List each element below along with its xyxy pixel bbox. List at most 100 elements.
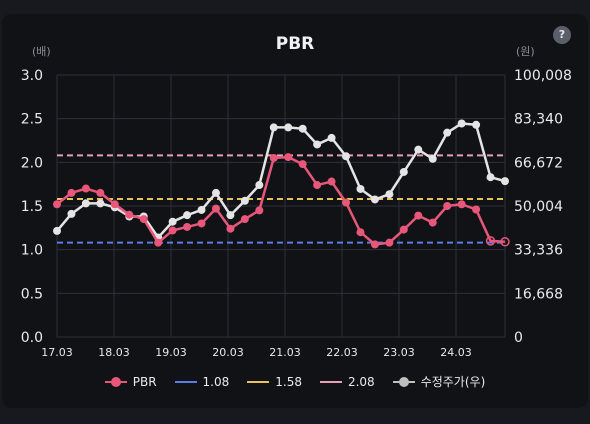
pbr-point (313, 181, 322, 190)
y-right-tick-label: 50,004 (514, 199, 563, 215)
price-point (197, 205, 206, 214)
legend-label-ref-high: 2.08 (347, 374, 375, 389)
pbr-point (385, 238, 394, 247)
pbr-point (327, 177, 336, 186)
pbr-point (428, 218, 437, 227)
pbr-point (255, 206, 264, 215)
price-point (370, 195, 379, 204)
y-left-tick-label: 1.5 (21, 199, 43, 215)
pbr-point (399, 225, 408, 234)
price-point (457, 119, 466, 128)
y-right-tick-label: 66,672 (514, 155, 563, 171)
price-point (501, 177, 509, 186)
price-point (240, 196, 249, 205)
pbr-point (226, 224, 235, 233)
price-point (486, 173, 495, 182)
price-point (53, 226, 61, 235)
legend-ref-high-line-icon (319, 377, 342, 387)
pbr-point (443, 202, 452, 210)
price-point (385, 190, 394, 199)
y-right-tick-label: 100,008 (514, 68, 572, 84)
price-point (284, 123, 293, 132)
pbr-point (110, 200, 119, 209)
price-point (298, 124, 307, 133)
legend-item-ref-mid[interactable]: 1.58 (247, 373, 302, 390)
legend-label-pbr: PBR (132, 374, 157, 389)
pbr-point (53, 200, 61, 209)
help-icon[interactable]: ? (553, 26, 571, 44)
legend-item-ref-high[interactable]: 2.08 (319, 373, 375, 390)
price-point (327, 133, 336, 142)
pbr-point (370, 240, 379, 249)
legend-label-price: 수정주가(우) (420, 375, 486, 389)
pbr-point (125, 210, 134, 219)
price-point (356, 184, 365, 193)
legend-item-ref-low[interactable]: 1.08 (174, 373, 230, 390)
pbr-point (154, 238, 163, 247)
pbr-point (96, 188, 105, 197)
price-point (399, 167, 408, 176)
x-tick-label: 24.03 (440, 346, 472, 359)
legend-ref-low-line-icon (174, 377, 197, 387)
legend-pbr-marker-icon (104, 376, 127, 387)
pbr-point (356, 228, 365, 237)
pbr-point (67, 188, 76, 197)
pbr-point (342, 198, 351, 207)
y-left-tick-label: 0.5 (21, 286, 43, 302)
y-right-tick-label: 0 (514, 330, 523, 346)
x-tick-label: 18.03 (98, 346, 130, 359)
pbr-point (139, 215, 148, 224)
legend-item-price[interactable]: 수정주가(우) (392, 373, 486, 390)
price-point (428, 154, 437, 163)
pbr-series-line (56, 155, 506, 246)
price-point (269, 123, 278, 132)
pbr-point (81, 184, 90, 193)
pbr-point (240, 215, 249, 224)
right-axis-unit: (원) (516, 45, 535, 58)
y-left-tick-label: 2.5 (21, 112, 43, 128)
pbr-point (472, 205, 481, 214)
x-tick-label: 22.03 (326, 346, 358, 359)
y-right-tick-label: 16,668 (514, 286, 563, 302)
legend-label-ref-low: 1.08 (202, 374, 230, 389)
legend-item-pbr[interactable]: PBR (104, 373, 157, 390)
pbr-point (457, 200, 466, 209)
price-point (168, 217, 177, 226)
y-left-tick-label: 0.0 (21, 330, 43, 346)
price-point (472, 120, 481, 129)
price-point (226, 211, 235, 220)
price-point (313, 140, 322, 149)
price-point (183, 211, 192, 220)
x-tick-label: 23.03 (383, 346, 415, 359)
x-tick-label: 21.03 (269, 346, 301, 359)
price-point (443, 128, 452, 137)
price-point (255, 181, 264, 190)
pbr-point (298, 160, 307, 169)
left-axis-unit: (배) (32, 45, 51, 58)
x-tick-label: 19.03 (155, 346, 187, 359)
y-left-tick-label: 3.0 (21, 68, 43, 84)
y-right-tick-label: 33,336 (514, 243, 563, 259)
legend-price-marker-icon (392, 376, 415, 387)
y-right-tick-label: 83,340 (514, 112, 563, 128)
price-point (414, 145, 423, 154)
pbr-point (211, 204, 220, 213)
legend-ref-mid-line-icon (247, 377, 270, 387)
pbr-point (197, 219, 206, 228)
pbr-point (500, 237, 510, 247)
chart-card (2, 14, 588, 408)
y-left-tick-label: 1.0 (21, 243, 43, 259)
chart-title: PBR (275, 34, 315, 54)
chart-legend: PBR 1.08 1.58 2.08 수정주가(우) (0, 373, 590, 390)
y-left-tick-label: 2.0 (21, 155, 43, 171)
legend-label-ref-mid: 1.58 (275, 374, 302, 389)
x-tick-label: 20.03 (212, 346, 244, 359)
price-point (67, 209, 76, 218)
pbr-point (284, 153, 293, 162)
price-point (81, 199, 90, 208)
pbr-point (183, 222, 192, 231)
pbr-point (485, 236, 496, 246)
price-series-line (56, 122, 506, 239)
price-point (211, 188, 220, 197)
